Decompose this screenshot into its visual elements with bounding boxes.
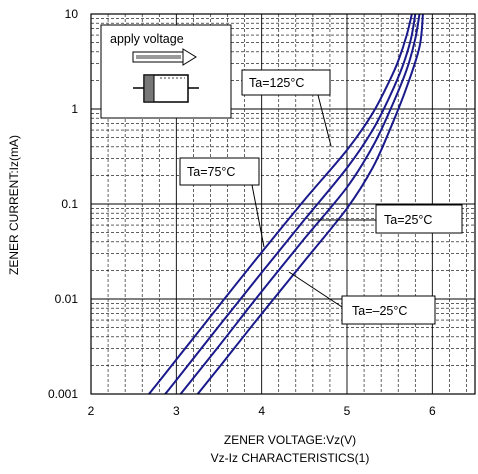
x-tick-label: 4 (258, 404, 265, 418)
ann-leader-125 (317, 94, 332, 147)
ann-leader-75 (251, 184, 265, 248)
x-tick-label: 6 (429, 404, 436, 418)
plot-frame (90, 13, 476, 395)
inset-label: apply voltage (110, 32, 184, 46)
y-tick-label: 0.01 (55, 292, 79, 306)
series-line-0 (148, 13, 413, 395)
ann-box-25 (375, 204, 463, 234)
annotations: Ta=125°C Ta=75°C Ta=25°C Ta=–25°C (179, 69, 463, 325)
ann-box-125 (241, 69, 331, 96)
x-tick-label: 5 (344, 404, 351, 418)
grid (90, 14, 475, 395)
y-tick-label: 0.1 (61, 197, 78, 211)
plot-border (90, 13, 476, 395)
x-tick-label: 3 (173, 404, 180, 418)
diode-icon (133, 74, 199, 103)
ann-box-m25 (341, 295, 436, 325)
y-tick-label: 1 (71, 102, 78, 116)
curves (148, 13, 424, 395)
y-tick-label: 10 (65, 7, 79, 21)
apply-voltage-inset: apply voltage (100, 24, 232, 119)
ann-leader-m25 (288, 271, 343, 308)
y-axis-title: ZENER CURRENT:Iz(mA) (7, 135, 21, 275)
ann-label-m25: Ta=–25°C (352, 304, 407, 318)
tick-labels: 2 3 4 5 6 0.001 0.01 0.1 1 10 (48, 7, 436, 418)
series-line-3 (196, 13, 424, 395)
ann-label-75: Ta=75°C (187, 165, 235, 179)
arrow-icon (132, 48, 197, 66)
series-line-1 (164, 13, 417, 395)
y-tick-label: 0.001 (48, 387, 78, 401)
ann-box-75 (179, 157, 260, 186)
series-line-2 (179, 13, 421, 395)
x-axis-title: ZENER VOLTAGE:Vz(V) (224, 433, 356, 447)
x-tick-label: 2 (88, 404, 95, 418)
ann-label-25: Ta=25°C (384, 213, 432, 227)
ann-label-125: Ta=125°C (249, 76, 304, 90)
chart-caption: Vz-Iz CHARACTERISTICS(1) (211, 451, 370, 465)
